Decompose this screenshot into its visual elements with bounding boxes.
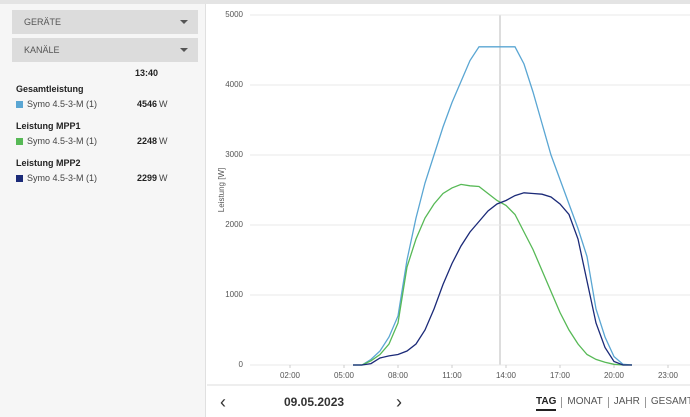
series-line [353, 192, 632, 366]
date: 09.05.2023 [284, 395, 345, 409]
separator [561, 397, 563, 408]
group-row: Symo 4.5-3-M (1) 2299 W [16, 173, 196, 185]
top-bar [0, 0, 690, 4]
prev-button[interactable]: ‹ [220, 392, 226, 412]
sidebar: GERÄTE KANÄLE 13:40 Gesamtleistung Symo 4… [0, 4, 206, 417]
legend-swatch [16, 175, 23, 182]
group-title: Leistung MPP2 [16, 158, 81, 168]
y-tick-label: 2000 [225, 220, 243, 229]
x-tick-label: 20:00 [604, 371, 625, 380]
unit: W [159, 136, 168, 146]
x-tick-label: 02:00 [280, 371, 301, 380]
x-tick-label: 17:00 [550, 371, 571, 380]
x-tick-label: 05:00 [334, 371, 355, 380]
series-line [353, 183, 632, 366]
y-tick-label: 3000 [225, 150, 243, 159]
x-tick-label: 08:00 [388, 371, 409, 380]
y-tick-label: 1000 [225, 290, 243, 299]
legend-swatch [16, 138, 23, 145]
separator [607, 397, 609, 408]
group-title: Leistung MPP1 [16, 121, 81, 131]
legend-swatch [16, 101, 23, 108]
value: 4546 [137, 99, 158, 109]
next-button[interactable]: › [396, 392, 402, 412]
group-title: Gesamtleistung [16, 84, 84, 94]
dropdown[interactable]: GERÄTE [12, 10, 198, 34]
device-name: Symo 4.5-3-M (1) [27, 136, 98, 146]
unit: W [159, 99, 168, 109]
tab[interactable]: JAHR [613, 396, 640, 407]
y-tick-label: 5000 [225, 10, 243, 19]
tab[interactable]: TAG [536, 396, 557, 411]
unit: W [159, 173, 168, 183]
x-tick-label: 11:00 [442, 371, 462, 380]
value: 2248 [137, 136, 158, 146]
group-row: Symo 4.5-3-M (1) 4546 W [16, 99, 196, 111]
x-tick-label: 14:00 [496, 371, 517, 380]
x-tick-label: 23:00 [658, 371, 679, 380]
group-row: Symo 4.5-3-M (1) 2248 W [16, 136, 196, 148]
y-tick-label: 4000 [225, 80, 243, 89]
tab[interactable]: GESAMT [650, 396, 690, 407]
dropdown[interactable]: KANÄLE [12, 38, 198, 62]
y-axis-label: Leistung [W] [217, 168, 226, 212]
tab[interactable]: MONAT [567, 396, 603, 407]
device-name: Symo 4.5-3-M (1) [27, 173, 98, 183]
y-tick-label: 0 [239, 360, 244, 369]
value: 2299 [137, 173, 158, 183]
device-name: Symo 4.5-3-M (1) [27, 99, 98, 109]
time: 13:40 [135, 68, 159, 78]
separator [644, 397, 646, 408]
series-line [353, 46, 633, 366]
